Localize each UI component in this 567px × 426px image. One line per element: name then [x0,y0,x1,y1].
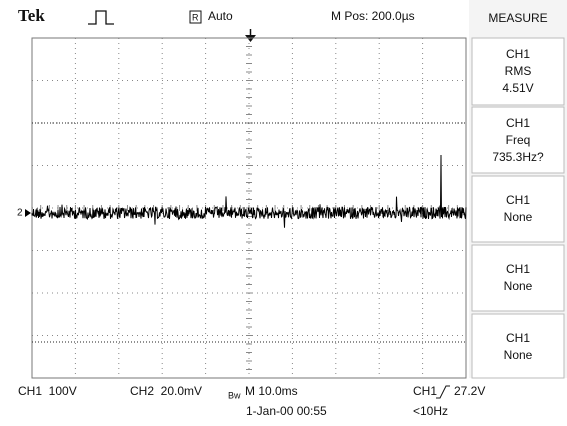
measure-source: CH1 [506,47,530,61]
measure-title: MEASURE [488,11,547,25]
timebase: M 10.0ms [245,384,298,398]
trigger-source: CH1 [413,384,437,398]
measure-type: None [504,210,533,224]
bandwidth-limit: Bw [228,390,241,400]
measure-type: None [504,279,533,293]
measure-source: CH1 [506,116,530,130]
position: M Pos: 200.0µs [331,9,415,23]
measure-source: CH1 [506,193,530,207]
measure-type: Freq [506,133,531,147]
run-icon-letter: R [192,12,199,22]
measure-box[interactable] [472,245,564,311]
measure-box[interactable] [472,314,564,378]
measure-value: 735.3Hz? [492,150,544,164]
measure-type: RMS [505,64,532,78]
measure-value: 4.51V [502,81,533,95]
measure-source: CH1 [506,262,530,276]
brand: Tek [18,6,45,25]
trigger-frequency: <10Hz [413,404,448,418]
measure-source: CH1 [506,331,530,345]
ch2-scale: CH2 20.0mV [130,384,202,398]
date: 1-Jan-00 00:55 [246,404,327,418]
measure-box[interactable] [472,176,564,242]
ch1-scale: CH1 100V [18,384,77,398]
channel-marker: 2 [17,208,23,219]
measure-type: None [504,348,533,362]
scope-screen: Tek R Auto M Pos: 200.0µs 2 MEASURE CH1 … [0,0,567,426]
trigger-state: Auto [208,9,233,23]
trigger-level: 27.2V [454,384,485,398]
